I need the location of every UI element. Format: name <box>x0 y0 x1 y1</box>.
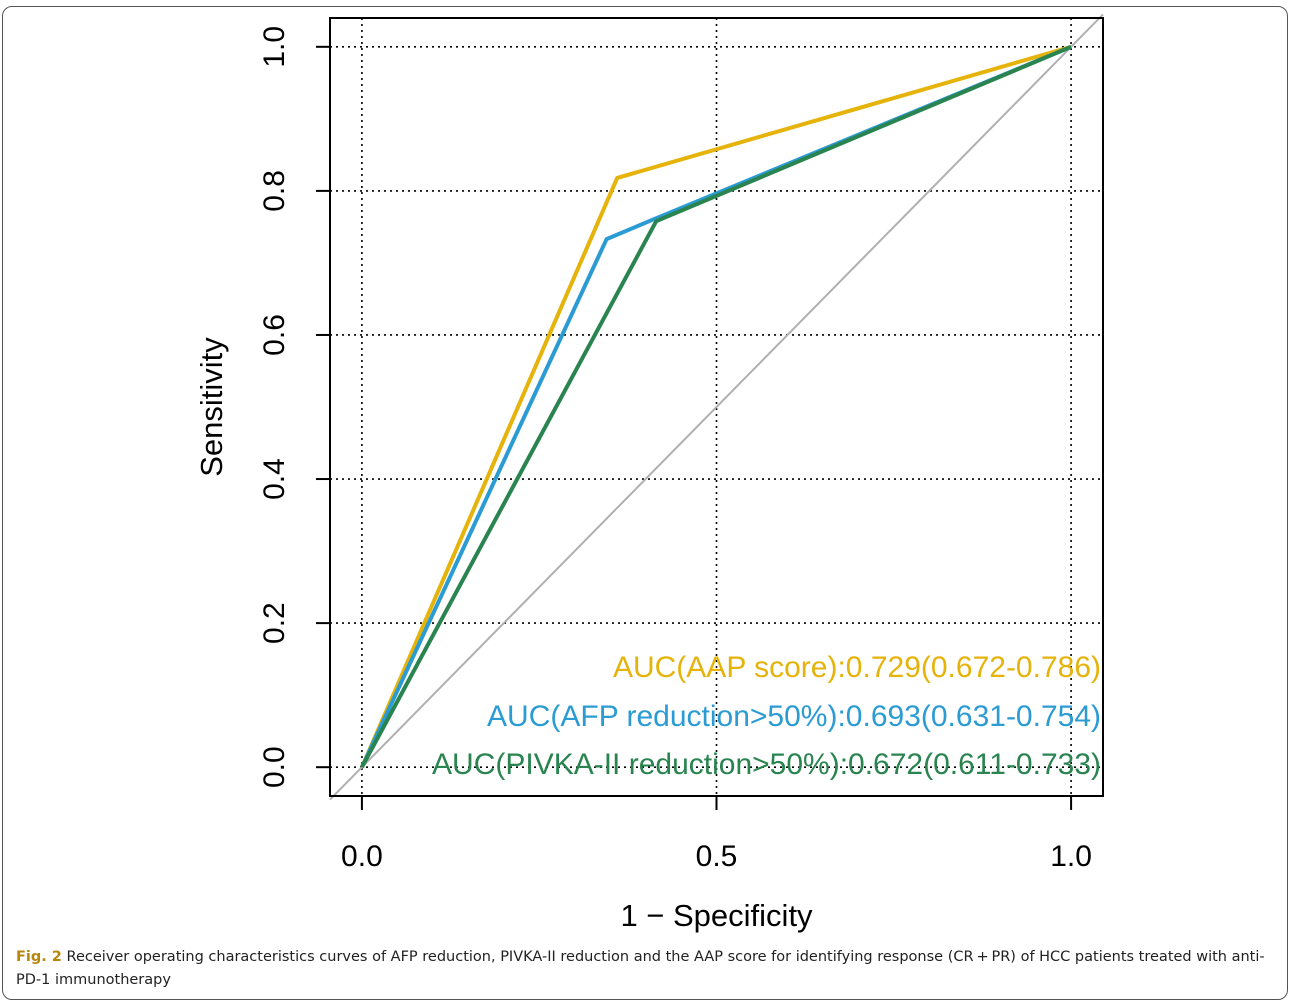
x-tick-label: 1.0 <box>1050 840 1092 873</box>
y-tick-label: 0.2 <box>258 602 291 644</box>
auc-annotation-aap: AUC(AAP score):0.729(0.672-0.786) <box>613 651 1101 684</box>
x-tick-label: 0.0 <box>341 840 383 873</box>
diagonal-reference-line <box>329 13 1104 801</box>
series-lines <box>360 44 1072 769</box>
figure-caption: Fig. 2 Receiver operating characteristic… <box>16 946 1276 992</box>
grid-lines <box>330 18 1103 796</box>
y-tick-label: 0.4 <box>258 458 291 500</box>
series-line-0 <box>360 44 1072 768</box>
y-tick-label: 0.0 <box>258 746 291 788</box>
auc-annotation-pivka: AUC(PIVKA-II reduction>50%):0.672(0.611-… <box>432 748 1101 781</box>
x-axis-label: 1 − Specificity <box>620 898 813 933</box>
y-tick-label: 0.6 <box>258 314 291 356</box>
y-axis-ticks: 0.0 0.2 0.4 0.6 0.8 1.0 <box>258 26 330 788</box>
y-axis-label: Sensitivity <box>194 337 229 477</box>
caption-text: Receiver operating characteristics curve… <box>16 949 1265 988</box>
x-axis-ticks: 0.0 0.5 1.0 <box>341 796 1092 873</box>
y-tick-label: 0.8 <box>258 170 291 212</box>
y-tick-label: 1.0 <box>258 26 291 68</box>
roc-chart: 0.0 0.5 1.0 0.0 0.2 0.4 0.6 0.8 1.0 1 − Specifi… <box>194 13 1104 933</box>
x-tick-label: 0.5 <box>696 840 738 873</box>
series-line-2 <box>360 44 1072 769</box>
figure-label: Fig. 2 <box>16 949 62 965</box>
auc-annotation-afp: AUC(AFP reduction>50%):0.693(0.631-0.754… <box>487 700 1101 733</box>
